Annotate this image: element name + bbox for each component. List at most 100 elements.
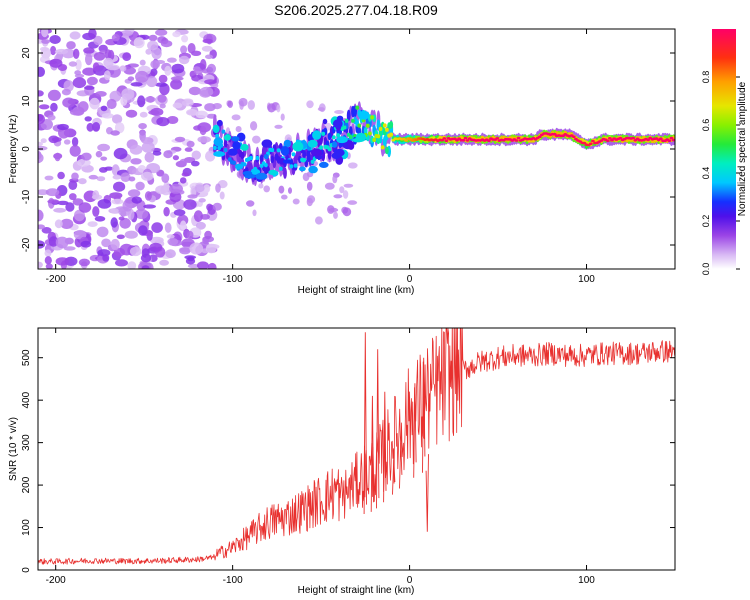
ridge-core (440, 138, 444, 142)
x-tick-label: -100 (223, 575, 243, 586)
noise-blob (88, 29, 97, 39)
x-tick-label: 100 (578, 575, 595, 586)
y-tick-label: 100 (21, 519, 32, 536)
colorbar-tick-label: 0.2 (701, 215, 711, 228)
ridge-clump (358, 110, 370, 120)
noise-blob (170, 79, 183, 90)
noise-blob (198, 198, 206, 203)
noise-blob (84, 85, 95, 90)
noise-blob (47, 89, 61, 101)
ridge-core (658, 137, 663, 140)
noise-blob (188, 86, 201, 96)
ridge-core (463, 136, 468, 140)
noise-blob (166, 116, 179, 124)
noise-blob (215, 183, 221, 193)
noise-blob (110, 217, 118, 228)
noise-blob (53, 207, 67, 213)
ridge-clump (263, 153, 269, 160)
colorbar-tick-label: 0.4 (701, 167, 711, 180)
noise-blob (113, 147, 128, 160)
ridge-clump (282, 159, 294, 164)
ridge-clump (283, 139, 292, 148)
colorbar: 0.0 0.2 0.4 0.6 0.8 Normalized spectral ampl… (701, 29, 748, 275)
noise-blob (110, 238, 120, 251)
colorbar-ticks: 0.0 0.2 0.4 0.6 0.8 (701, 71, 740, 275)
noise-blob (141, 265, 150, 269)
ridge-clump (308, 165, 318, 174)
noise-blob (247, 100, 255, 110)
noise-blob (165, 249, 176, 259)
snr-spike (413, 383, 417, 478)
noise-blob (133, 37, 145, 49)
y-tick-label: 10 (21, 95, 32, 107)
noise-blob (151, 222, 163, 233)
noise-blob (115, 259, 128, 267)
noise-blob (68, 180, 78, 190)
ridge-core (669, 136, 674, 140)
snr-ylabel: SNR (10 * v/v) (8, 417, 19, 481)
noise-blob (201, 68, 211, 74)
noise-blob (130, 82, 143, 87)
ridge-core (344, 118, 349, 123)
ridge-clump (250, 168, 261, 175)
noise-blob (187, 43, 196, 54)
noise-blob (119, 243, 134, 256)
ridge-clump (232, 141, 241, 150)
noise-blob (169, 183, 184, 194)
ridge-clump (332, 119, 343, 129)
noise-blob (306, 181, 313, 191)
noise-blob (112, 174, 122, 180)
ridge-core (380, 145, 385, 150)
noise-blob (38, 90, 44, 97)
ridge-core (610, 138, 614, 142)
noise-blob (135, 70, 149, 83)
noise-blob (38, 152, 44, 164)
ridge-clump (240, 143, 249, 151)
ridge-core (270, 148, 275, 153)
ridge-clump (213, 151, 226, 157)
ridge-core (514, 139, 519, 142)
ridge-core (646, 138, 650, 142)
noise-blob (267, 103, 276, 113)
noise-blob (100, 105, 108, 112)
noise-blob (122, 52, 132, 61)
noise-blob (179, 177, 187, 184)
noise-blob (38, 261, 43, 268)
noise-blob (38, 66, 45, 77)
noise-blob (315, 216, 323, 225)
noise-blob (227, 100, 233, 108)
noise-blob (49, 35, 61, 44)
noise-blob (81, 152, 92, 161)
ridge-core (291, 152, 296, 157)
noise-blob (144, 152, 155, 163)
y-tick-label: 0 (21, 567, 32, 573)
noise-blob (197, 136, 211, 143)
noise-blob (238, 97, 248, 107)
noise-blob (206, 203, 213, 211)
noise-blob (146, 76, 158, 88)
ridge-clump (231, 136, 240, 142)
noise-blob (191, 150, 201, 160)
ridge-mid (376, 136, 381, 145)
noise-blob (38, 209, 44, 222)
noise-blob (63, 139, 71, 145)
noise-blob (148, 110, 160, 115)
noise-blob (339, 186, 345, 194)
ridge-core (631, 136, 636, 140)
noise-blob (187, 263, 200, 269)
ridge-core (378, 126, 383, 131)
ridge-core (487, 139, 491, 142)
noise-blob (193, 68, 203, 75)
noise-blob (102, 254, 110, 262)
noise-blob (187, 194, 198, 199)
noise-blob (94, 216, 106, 222)
snr-spike (376, 349, 380, 509)
noise-blob (159, 103, 166, 109)
noise-blob (152, 150, 162, 156)
ridge-core (227, 157, 232, 162)
noise-blob (92, 122, 101, 132)
noise-blob (99, 167, 108, 173)
noise-blob (66, 41, 76, 50)
noise-blob (78, 178, 87, 185)
